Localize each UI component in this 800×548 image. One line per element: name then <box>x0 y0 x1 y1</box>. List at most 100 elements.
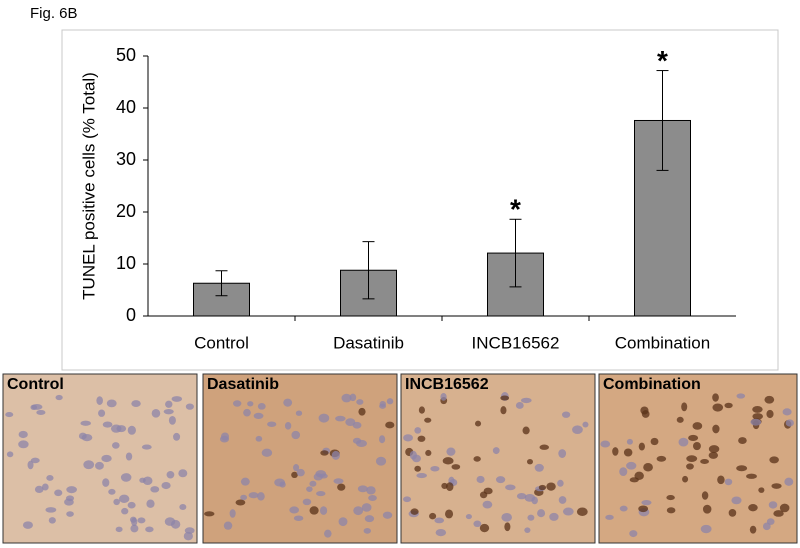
cell-nucleus <box>257 492 265 501</box>
cell-nucleus <box>293 464 300 472</box>
cell-nucleus <box>515 402 524 409</box>
cell-nucleus <box>656 455 667 462</box>
cell-nucleus <box>102 421 113 428</box>
cell-nucleus <box>48 517 56 524</box>
y-tick-label: 0 <box>126 305 136 325</box>
panel-label: INCB16562 <box>405 376 489 393</box>
y-axis-label: TUNEL positive cells (% Total) <box>79 72 98 300</box>
cell-nucleus <box>349 393 357 402</box>
cell-nucleus <box>516 492 527 500</box>
y-tick-label: 10 <box>116 253 136 273</box>
cell-nucleus <box>5 412 14 418</box>
cell-nucleus <box>363 527 371 534</box>
cell-nucleus <box>36 409 46 416</box>
cell-nucleus <box>752 406 763 413</box>
cell-nucleus <box>179 503 187 510</box>
cell-nucleus <box>320 450 329 456</box>
cell-nucleus <box>358 407 366 416</box>
cell-nucleus <box>83 460 95 470</box>
cell-nucleus <box>561 411 571 418</box>
cell-nucleus <box>291 471 298 479</box>
cell-nucleus <box>137 517 146 524</box>
cell-nucleus <box>527 514 535 521</box>
cell-nucleus <box>146 499 155 508</box>
x-tick-label: INCB16562 <box>472 333 560 352</box>
cell-nucleus <box>385 421 395 429</box>
cell-nucleus <box>232 400 242 407</box>
cell-nucleus <box>366 486 376 495</box>
cell-nucleus <box>501 513 512 522</box>
cell-nucleus <box>108 488 116 495</box>
cell-nucleus <box>333 478 344 484</box>
cell-nucleus <box>318 413 330 423</box>
cell-nucleus <box>337 483 346 491</box>
figure-label: Fig. 6B <box>30 5 78 22</box>
cell-nucleus <box>403 496 412 503</box>
cell-nucleus <box>78 432 87 440</box>
cell-nucleus <box>773 510 784 517</box>
cell-nucleus <box>379 403 387 409</box>
cell-nucleus <box>623 448 633 457</box>
cell-nucleus <box>111 442 120 449</box>
cell-nucleus <box>54 489 63 497</box>
cell-nucleus <box>141 444 152 450</box>
cell-nucleus <box>302 498 312 506</box>
cell-nucleus <box>102 478 110 487</box>
cell-nucleus <box>440 393 447 401</box>
cell-nucleus <box>749 525 757 534</box>
cell-nucleus <box>118 494 130 503</box>
y-tick-label: 40 <box>116 97 136 117</box>
cell-nucleus <box>435 529 447 537</box>
cell-nucleus <box>702 504 712 514</box>
cell-nucleus <box>316 490 326 497</box>
cell-nucleus <box>95 461 104 470</box>
cell-nucleus <box>531 496 538 505</box>
cell-nucleus <box>546 482 556 491</box>
cell-nucleus <box>549 512 559 521</box>
cell-nucleus <box>562 507 574 516</box>
cell-nucleus <box>129 516 137 523</box>
cell-nucleus <box>688 434 699 442</box>
cell-nucleus <box>758 487 765 493</box>
cell-nucleus <box>650 437 659 446</box>
cell-nucleus <box>18 430 28 439</box>
cell-nucleus <box>572 425 583 435</box>
cell-nucleus <box>30 457 40 464</box>
cell-nucleus <box>558 496 567 504</box>
cell-nucleus <box>41 483 49 491</box>
cell-nucleus <box>319 506 328 515</box>
cell-nucleus <box>163 409 174 415</box>
cell-nucleus <box>151 408 161 418</box>
cell-nucleus <box>692 441 701 451</box>
cell-nucleus <box>558 449 567 458</box>
cell-nucleus <box>80 420 91 426</box>
cell-nucleus <box>769 456 779 464</box>
cell-nucleus <box>666 507 676 514</box>
cell-nucleus <box>686 463 694 470</box>
cell-nucleus <box>375 456 387 466</box>
cell-nucleus <box>166 471 175 479</box>
cell-nucleus <box>500 395 510 401</box>
cell-nucleus <box>55 394 63 401</box>
cell-nucleus <box>482 500 493 509</box>
cell-nucleus <box>771 483 782 489</box>
cell-nucleus <box>319 473 328 479</box>
cell-nucleus <box>676 416 684 423</box>
cell-nucleus <box>442 457 454 465</box>
cell-nucleus <box>446 482 454 492</box>
cell-nucleus <box>293 515 304 521</box>
cell-nucleus <box>750 418 762 426</box>
cell-nucleus <box>247 401 254 407</box>
cell-nucleus <box>296 468 305 477</box>
cell-nucleus <box>306 486 313 493</box>
cell-nucleus <box>240 494 248 501</box>
bar <box>634 119 691 317</box>
cell-nucleus <box>356 439 367 448</box>
cell-nucleus <box>785 419 794 427</box>
cell-nucleus <box>784 477 794 486</box>
cell-nucleus <box>289 506 299 514</box>
cell-nucleus <box>522 426 530 435</box>
cell-nucleus <box>283 398 293 407</box>
cell-nucleus <box>279 481 286 488</box>
cell-nucleus <box>414 427 422 434</box>
